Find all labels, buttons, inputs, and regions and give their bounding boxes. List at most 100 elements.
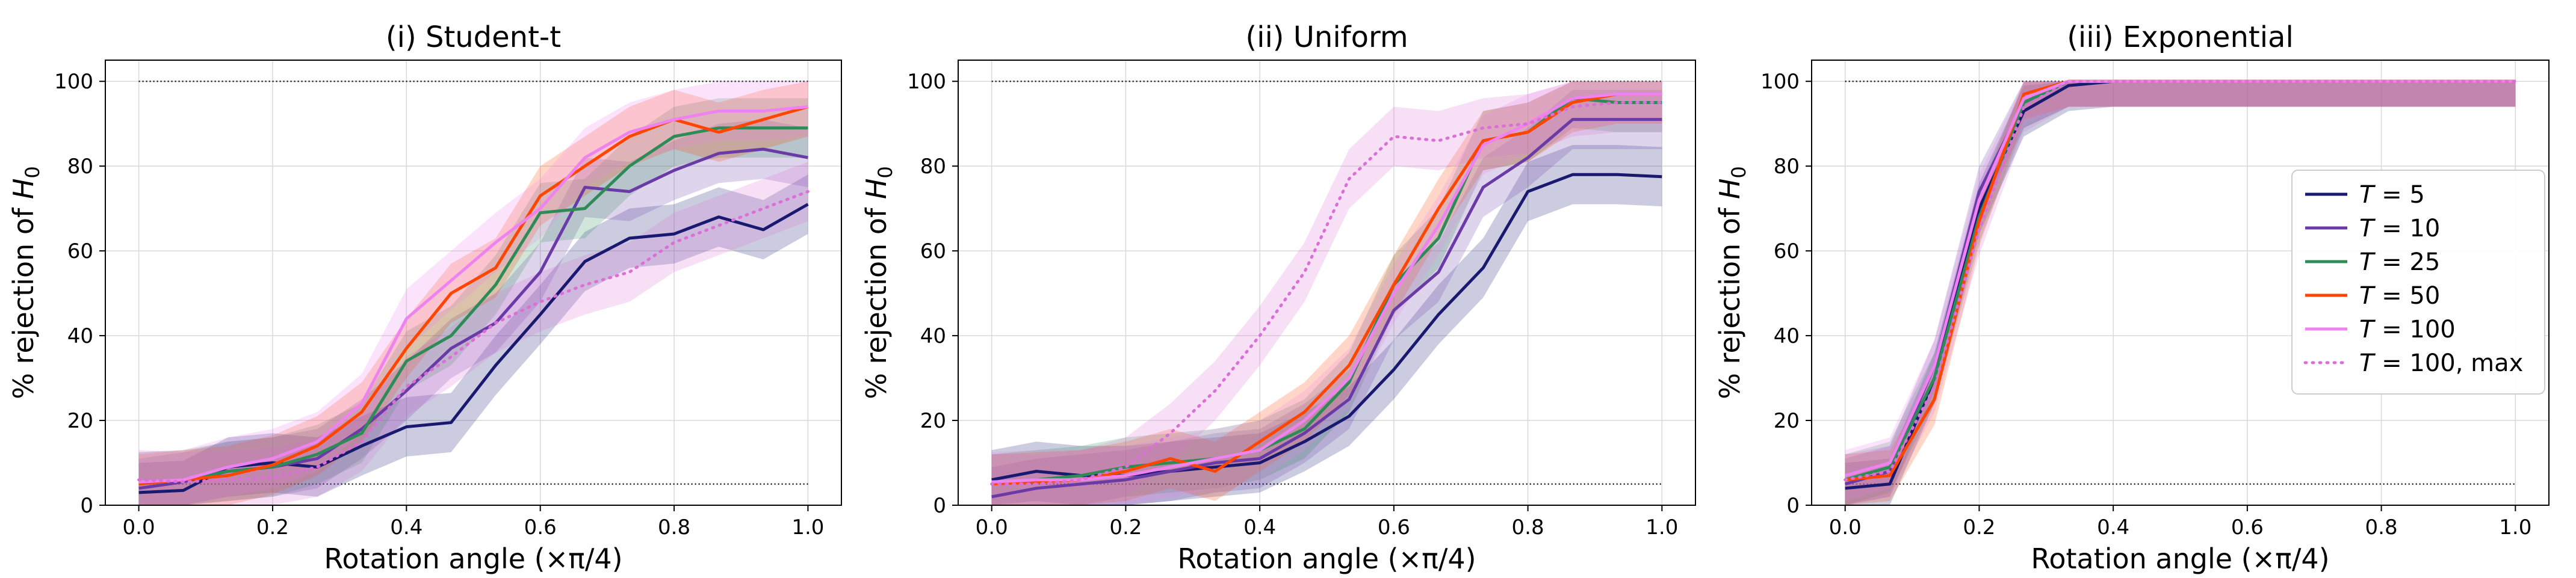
- chart-panel-1: 0.0 0.2 0.4 0.6 0.8 1.0 0 20 40 60 80 100 (i) Studen…: [7, 20, 842, 575]
- y-tick-label: 80: [67, 155, 93, 179]
- legend-box: [2291, 170, 2545, 395]
- y-axis-label-subscript: 0: [874, 166, 897, 178]
- y-axis-label-text: % rejection of: [1714, 199, 1746, 399]
- legend-entry-2: T = 10: [2359, 215, 2440, 242]
- legend-entry-4: T = 50: [2359, 282, 2440, 310]
- axes-frame: [1811, 60, 2550, 506]
- axes-frame: [105, 60, 842, 506]
- y-axis-label-subscript: 0: [21, 166, 44, 178]
- legend-entry-label: = 100: [2374, 316, 2455, 343]
- confidence-band-1: [138, 174, 808, 505]
- legend-entry-symbol: T: [2359, 282, 2376, 310]
- series-line-6: [1844, 79, 2517, 482]
- legend-entry-label: = 100, max: [2374, 349, 2523, 377]
- y-axis-label-symbol: H: [1714, 179, 1746, 200]
- y-tick-label: 100: [1760, 70, 1800, 94]
- y-tick-label: 40: [920, 324, 946, 348]
- legend-entry-symbol: T: [2359, 316, 2376, 343]
- y-tick-label: 80: [1774, 155, 1800, 179]
- x-tick-label: 0.2: [1109, 515, 1142, 540]
- x-tick-label: 0.8: [1512, 515, 1544, 540]
- series-line-6: [990, 100, 1664, 486]
- x-tick-label: 0.0: [976, 515, 1008, 540]
- series-line-4: [138, 105, 809, 486]
- y-axis-label-symbol: H: [860, 179, 893, 200]
- legend-entry-symbol: T: [2359, 349, 2376, 377]
- series-line-5: [991, 92, 1662, 484]
- y-tick-label: 20: [920, 409, 946, 433]
- confidence-band-4: [1845, 81, 2516, 505]
- confidence-band-5: [991, 81, 1662, 505]
- legend-entry-label: = 50: [2374, 282, 2440, 310]
- x-tick-label: 0.2: [1963, 515, 1995, 540]
- confidence-band-3: [991, 81, 1662, 505]
- series-line-4: [991, 92, 1662, 486]
- series-line-5: [138, 105, 808, 484]
- legend-entry-symbol: T: [2359, 215, 2376, 242]
- legend-entry-3: T = 25: [2359, 248, 2440, 276]
- x-tick-label: 0.4: [1243, 515, 1276, 540]
- y-tick-label: 20: [1774, 409, 1800, 433]
- axes-frame: [958, 60, 1696, 506]
- y-tick-label: 0: [933, 494, 946, 518]
- legend-entry-6: T = 100, max: [2359, 349, 2523, 377]
- y-axis-label-subscript: 0: [1727, 166, 1750, 178]
- y-axis-label: % rejection of H0: [1714, 166, 1750, 399]
- panel-title: (i) Student-t: [386, 20, 561, 54]
- y-tick-label: 0: [80, 494, 93, 518]
- x-tick-label: 1.0: [2499, 515, 2531, 540]
- y-tick-label: 100: [54, 70, 93, 94]
- x-tick-label: 0.8: [658, 515, 690, 540]
- y-tick-label: 100: [907, 70, 946, 94]
- chart-panel-2: 0.0 0.2 0.4 0.6 0.8 1.0 0 20 40 60 80 100 (ii) Unifo…: [860, 20, 1696, 575]
- y-axis-label-symbol: H: [7, 179, 40, 200]
- x-tick-label: 0.6: [1378, 515, 1410, 540]
- y-axis-label: % rejection of H0: [7, 166, 44, 399]
- x-tick-label: 0.6: [524, 515, 557, 540]
- legend-entry-label: = 10: [2374, 215, 2440, 242]
- series-line-2: [991, 118, 1662, 499]
- y-tick-label: 60: [920, 239, 946, 263]
- x-tick-label: 1.0: [1646, 515, 1678, 540]
- y-tick-label: 40: [67, 324, 93, 348]
- x-tick-label: 0.4: [390, 515, 423, 540]
- y-tick-label: 20: [67, 409, 93, 433]
- legend-entry-1: T = 5: [2359, 181, 2425, 209]
- legend-entry-label: = 5: [2374, 181, 2424, 209]
- x-axis-label: Rotation angle (×π/4): [1177, 543, 1476, 575]
- legend-entry-symbol: T: [2359, 181, 2376, 209]
- confidence-band-6: [138, 162, 808, 506]
- x-axis-label: Rotation angle (×π/4): [324, 543, 622, 575]
- x-tick-label: 0.4: [2097, 515, 2129, 540]
- x-tick-label: 0.6: [2231, 515, 2264, 540]
- confidence-band-4: [138, 81, 808, 505]
- y-axis-label-text: % rejection of: [7, 199, 40, 399]
- y-tick-label: 0: [1786, 494, 1800, 518]
- x-tick-label: 1.0: [791, 515, 824, 540]
- y-axis-label: % rejection of H0: [860, 166, 897, 399]
- y-tick-label: 60: [1774, 239, 1800, 263]
- chart-panel-3: 0.0 0.2 0.4 0.6 0.8 1.0 0 20 40 60 80 100 (iii) Expo…: [1714, 20, 2550, 575]
- legend-entry-5: T = 100: [2359, 316, 2456, 343]
- x-tick-label: 0.2: [256, 515, 289, 540]
- confidence-band-2: [991, 90, 1662, 506]
- y-tick-label: 40: [1774, 324, 1800, 348]
- x-axis-label: Rotation angle (×π/4): [2031, 543, 2329, 575]
- series-line-6: [137, 189, 810, 484]
- x-tick-label: 0.0: [123, 515, 155, 540]
- confidence-band-5: [138, 81, 808, 505]
- legend-entry-symbol: T: [2359, 248, 2376, 276]
- y-tick-label: 80: [920, 155, 946, 179]
- confidence-band-4: [991, 81, 1662, 505]
- series-line-3: [991, 96, 1662, 486]
- x-tick-label: 0.8: [2365, 515, 2398, 540]
- series-line-1: [138, 203, 809, 494]
- confidence-band-1: [991, 144, 1662, 505]
- panel-title: (ii) Uniform: [1245, 20, 1408, 54]
- x-tick-label: 0.0: [1829, 515, 1862, 540]
- confidence-band-6: [991, 81, 1662, 505]
- confidence-band-3: [138, 98, 808, 505]
- y-tick-label: 60: [67, 239, 93, 263]
